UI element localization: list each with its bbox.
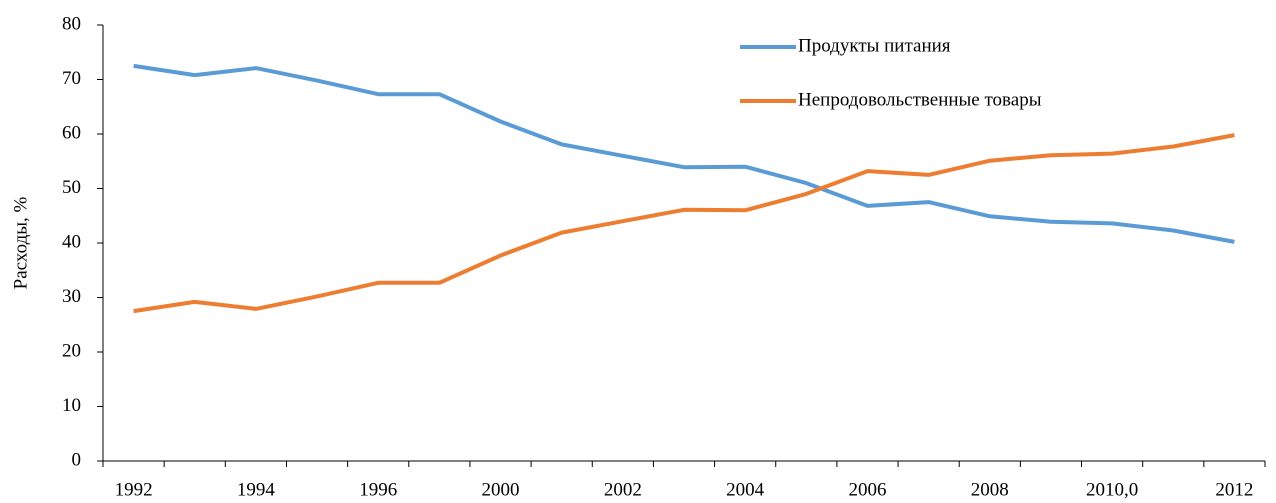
series-line [133, 133, 1235, 314]
y-tick-label: 70 [62, 68, 81, 89]
legend-label: Продукты питания [798, 35, 951, 56]
y-tick-label: 60 [62, 122, 81, 143]
y-axis-label: Расходы, % [10, 196, 31, 289]
x-tick-label: 2000 [482, 479, 520, 500]
x-tick-label: 2006 [848, 479, 886, 500]
x-tick-label: 2008 [971, 479, 1009, 500]
x-tick-label: 2004 [726, 479, 765, 500]
series-line [133, 63, 1235, 244]
y-tick-label: 40 [62, 231, 81, 252]
y-tick-label: 50 [62, 177, 81, 198]
y-tick-label: 30 [62, 286, 81, 307]
y-tick-label: 0 [72, 449, 82, 470]
x-tick-label: 2002 [604, 479, 642, 500]
y-tick-label: 80 [62, 13, 81, 34]
y-tick-label: 10 [62, 395, 81, 416]
x-tick-label: 2010,0 [1086, 479, 1138, 500]
x-tick-label: 2012 [1215, 479, 1253, 500]
x-tick-label: 1992 [115, 479, 153, 500]
x-tick-label: 1996 [359, 479, 397, 500]
legend-label: Непродовольственные товары [798, 89, 1042, 110]
x-tick-label: 1994 [237, 479, 276, 500]
y-tick-label: 20 [62, 340, 81, 361]
